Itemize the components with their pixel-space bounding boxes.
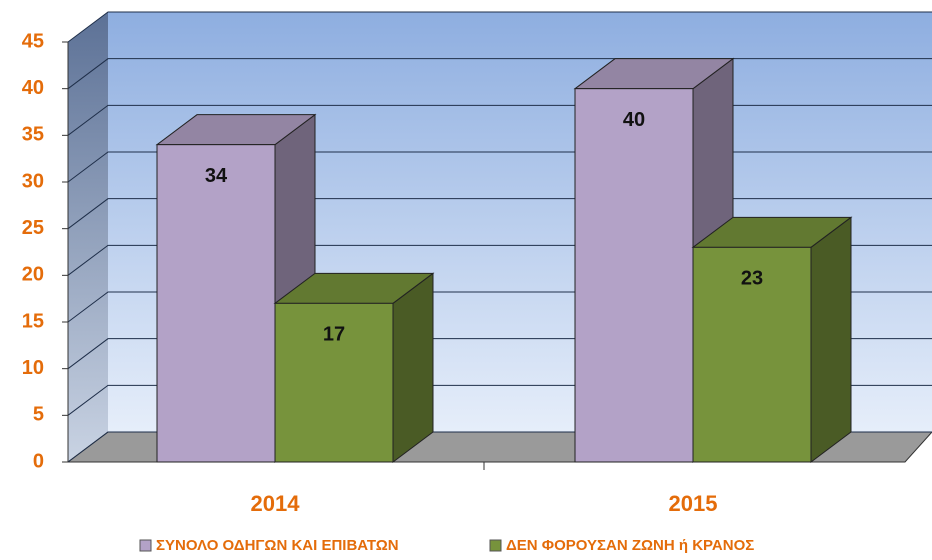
y-tick-label: 25 <box>22 217 44 239</box>
data-label: 23 <box>741 268 763 290</box>
legend-label: ΔΕΝ ΦΟΡΟΥΣΑΝ ΖΩΝΗ ή ΚΡΑΝΟΣ <box>506 537 754 554</box>
y-tick-label: 20 <box>22 264 44 286</box>
bar <box>574 88 694 463</box>
data-label: 40 <box>623 109 645 131</box>
data-label: 34 <box>205 165 228 187</box>
y-tick-label: 5 <box>33 404 44 426</box>
y-tick-label: 35 <box>22 124 44 146</box>
x-tick-label: 2015 <box>669 491 718 516</box>
y-tick-label: 0 <box>33 450 44 472</box>
legend-swatch <box>489 539 502 552</box>
legend-label: ΣΥΝΟΛΟ ΟΔΗΓΩΝ ΚΑΙ ΕΠΙΒΑΤΩΝ <box>156 537 399 554</box>
bar <box>156 144 276 463</box>
y-tick-label: 40 <box>22 77 44 99</box>
x-tick-label: 2014 <box>251 491 301 516</box>
y-tick-label: 30 <box>22 170 44 192</box>
bar-side <box>392 272 434 463</box>
bar <box>692 246 812 463</box>
data-label: 17 <box>323 324 345 346</box>
legend-swatch <box>139 539 152 552</box>
side-wall <box>68 12 108 462</box>
bar <box>274 302 394 463</box>
y-tick-label: 45 <box>22 30 44 52</box>
bar-side <box>810 216 852 463</box>
y-tick-label: 10 <box>22 357 44 379</box>
grid-line <box>67 11 932 43</box>
y-tick-label: 15 <box>22 310 44 332</box>
